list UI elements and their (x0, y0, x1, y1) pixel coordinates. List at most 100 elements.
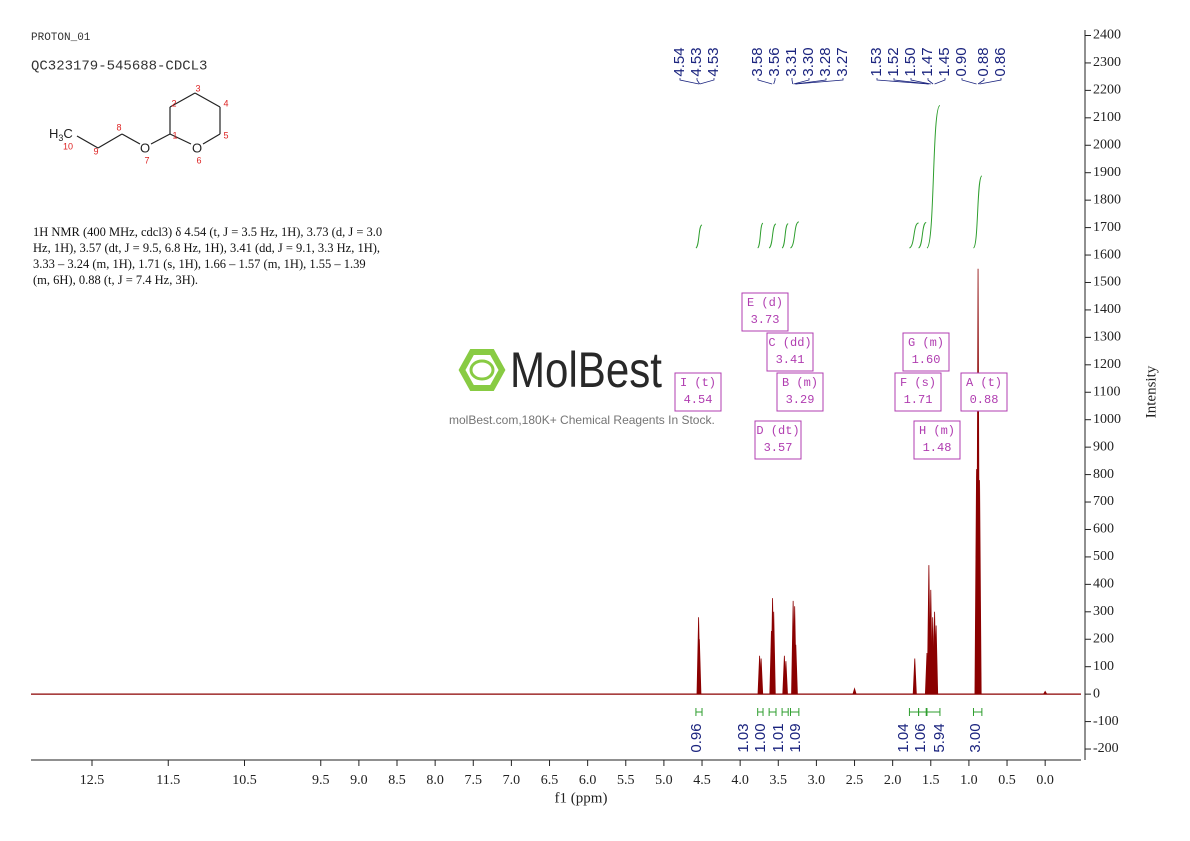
peak-label: 0.90 (953, 47, 970, 76)
logo-ring (469, 359, 495, 381)
multiplet-shift: 1.60 (912, 353, 941, 367)
atom-number: 8 (116, 122, 121, 132)
oxygen-label: O (140, 140, 150, 155)
peak-leader (679, 78, 700, 85)
integral-label: 1.06 (912, 723, 929, 752)
atom-number: 9 (93, 146, 98, 156)
atom-text: C (63, 126, 72, 141)
x-tick-label: 10.5 (232, 773, 257, 788)
y-tick-label: 100 (1093, 659, 1114, 674)
multiplet-box (894, 372, 942, 412)
peak-leader (793, 78, 810, 85)
peak-label: 3.30 (800, 47, 817, 76)
logo-hexagon (458, 349, 506, 391)
x-tick-label: 0.5 (998, 773, 1016, 788)
multiplet-shift: 0.88 (970, 393, 999, 407)
bond (194, 92, 221, 108)
oxygen-label: O (192, 140, 202, 155)
integral-curve (926, 104, 941, 249)
y-tick-label: 0 (1093, 686, 1100, 701)
integral-label: 0.96 (688, 723, 705, 752)
peak-label: 0.86 (992, 47, 1009, 76)
atom-subscript: 3 (58, 133, 63, 143)
x-tick-label: 3.0 (808, 773, 826, 788)
x-tick-label: 4.0 (731, 773, 749, 788)
multiplet-shift: 1.48 (923, 441, 952, 455)
x-tick-label: 3.5 (770, 773, 788, 788)
integral-bracket (918, 708, 927, 716)
atom-label: H3C (49, 126, 73, 143)
x-tick-label: 12.5 (80, 773, 105, 788)
integral-label: 1.09 (787, 723, 804, 752)
peak-label: 4.53 (688, 47, 705, 76)
peak (759, 658, 764, 695)
multiplet-box (913, 420, 961, 460)
multiplet-box (754, 420, 802, 460)
multiplet-name: I (t) (680, 376, 716, 390)
bond (97, 133, 123, 149)
multiplet-box (766, 332, 814, 372)
atom-labels: H3C O O (49, 126, 202, 155)
x-tick-label: 11.5 (156, 773, 180, 788)
x-tick-label: 7.5 (465, 773, 483, 788)
peak-leader (795, 78, 827, 85)
atom-number: 10 (63, 141, 73, 151)
integral-bracket (789, 708, 800, 716)
peak (783, 661, 788, 695)
integral-bracket (768, 708, 777, 716)
peak (977, 480, 982, 695)
integral-bracket (908, 708, 920, 716)
peak-label: 4.53 (705, 47, 722, 76)
multiplet-box (674, 372, 722, 412)
nmr-description: 1H NMR (400 MHz, cdcl3) δ 4.54 (t, J = 3… (33, 225, 383, 287)
y-tick-label: 300 (1093, 604, 1114, 619)
description-box: 1H NMR (400 MHz, cdcl3) δ 4.54 (t, J = 3… (33, 225, 383, 287)
atom-number: 6 (196, 155, 201, 165)
peak-leader (773, 78, 776, 85)
y-axis-title: Intensity (1143, 365, 1159, 418)
peak-leader (757, 78, 773, 85)
y-tick-label: 500 (1093, 549, 1114, 564)
integral-curve (918, 222, 927, 249)
integral-curve (781, 223, 789, 249)
integral-curve (757, 222, 764, 249)
atom-number: 1 (172, 130, 177, 140)
integral-bracket (972, 708, 983, 716)
peak (934, 625, 939, 695)
peak-label: 1.53 (868, 47, 885, 76)
brand: MolBest (510, 342, 662, 398)
y-tick-label: 1200 (1093, 357, 1121, 372)
peak-label: 1.45 (936, 47, 953, 76)
multiplet-box (902, 332, 950, 372)
multiplet-name: D (dt) (756, 424, 799, 438)
bond (76, 135, 99, 149)
atom-number: 7 (144, 155, 149, 165)
y-tick-label: 1800 (1093, 192, 1121, 207)
y-tick-label: 700 (1093, 494, 1114, 509)
x-tick-label: 0.0 (1036, 773, 1054, 788)
integral-bracket (757, 708, 764, 716)
atom-number: 5 (223, 130, 228, 140)
x-tick-label: 5.5 (617, 773, 635, 788)
watermark: MolBest molBest.com,180K+ Chemical Reage… (449, 342, 715, 427)
multiplet-shift: 3.73 (751, 313, 780, 327)
peak-label: 3.27 (834, 47, 851, 76)
integral-label: 1.00 (752, 723, 769, 752)
atom-number: 2 (171, 98, 176, 108)
peak (1042, 690, 1048, 695)
x-tick-label: 7.0 (503, 773, 521, 788)
y-tick-label: 2300 (1093, 55, 1121, 70)
peak-leader (893, 78, 930, 85)
multiplet-name: A (t) (966, 376, 1002, 390)
x-tick-label: 6.5 (541, 773, 559, 788)
peak-label: 1.47 (919, 47, 936, 76)
peak-label: 1.52 (885, 47, 902, 76)
x-tick-label: 6.0 (579, 773, 597, 788)
peak (793, 644, 798, 695)
peak-label: 1.50 (902, 47, 919, 76)
y-tick-label: 2400 (1093, 28, 1121, 43)
peak-leader (910, 78, 931, 85)
peak-leader (791, 78, 794, 85)
integral-label: 1.01 (770, 723, 787, 752)
y-tick-label: 2000 (1093, 137, 1121, 152)
